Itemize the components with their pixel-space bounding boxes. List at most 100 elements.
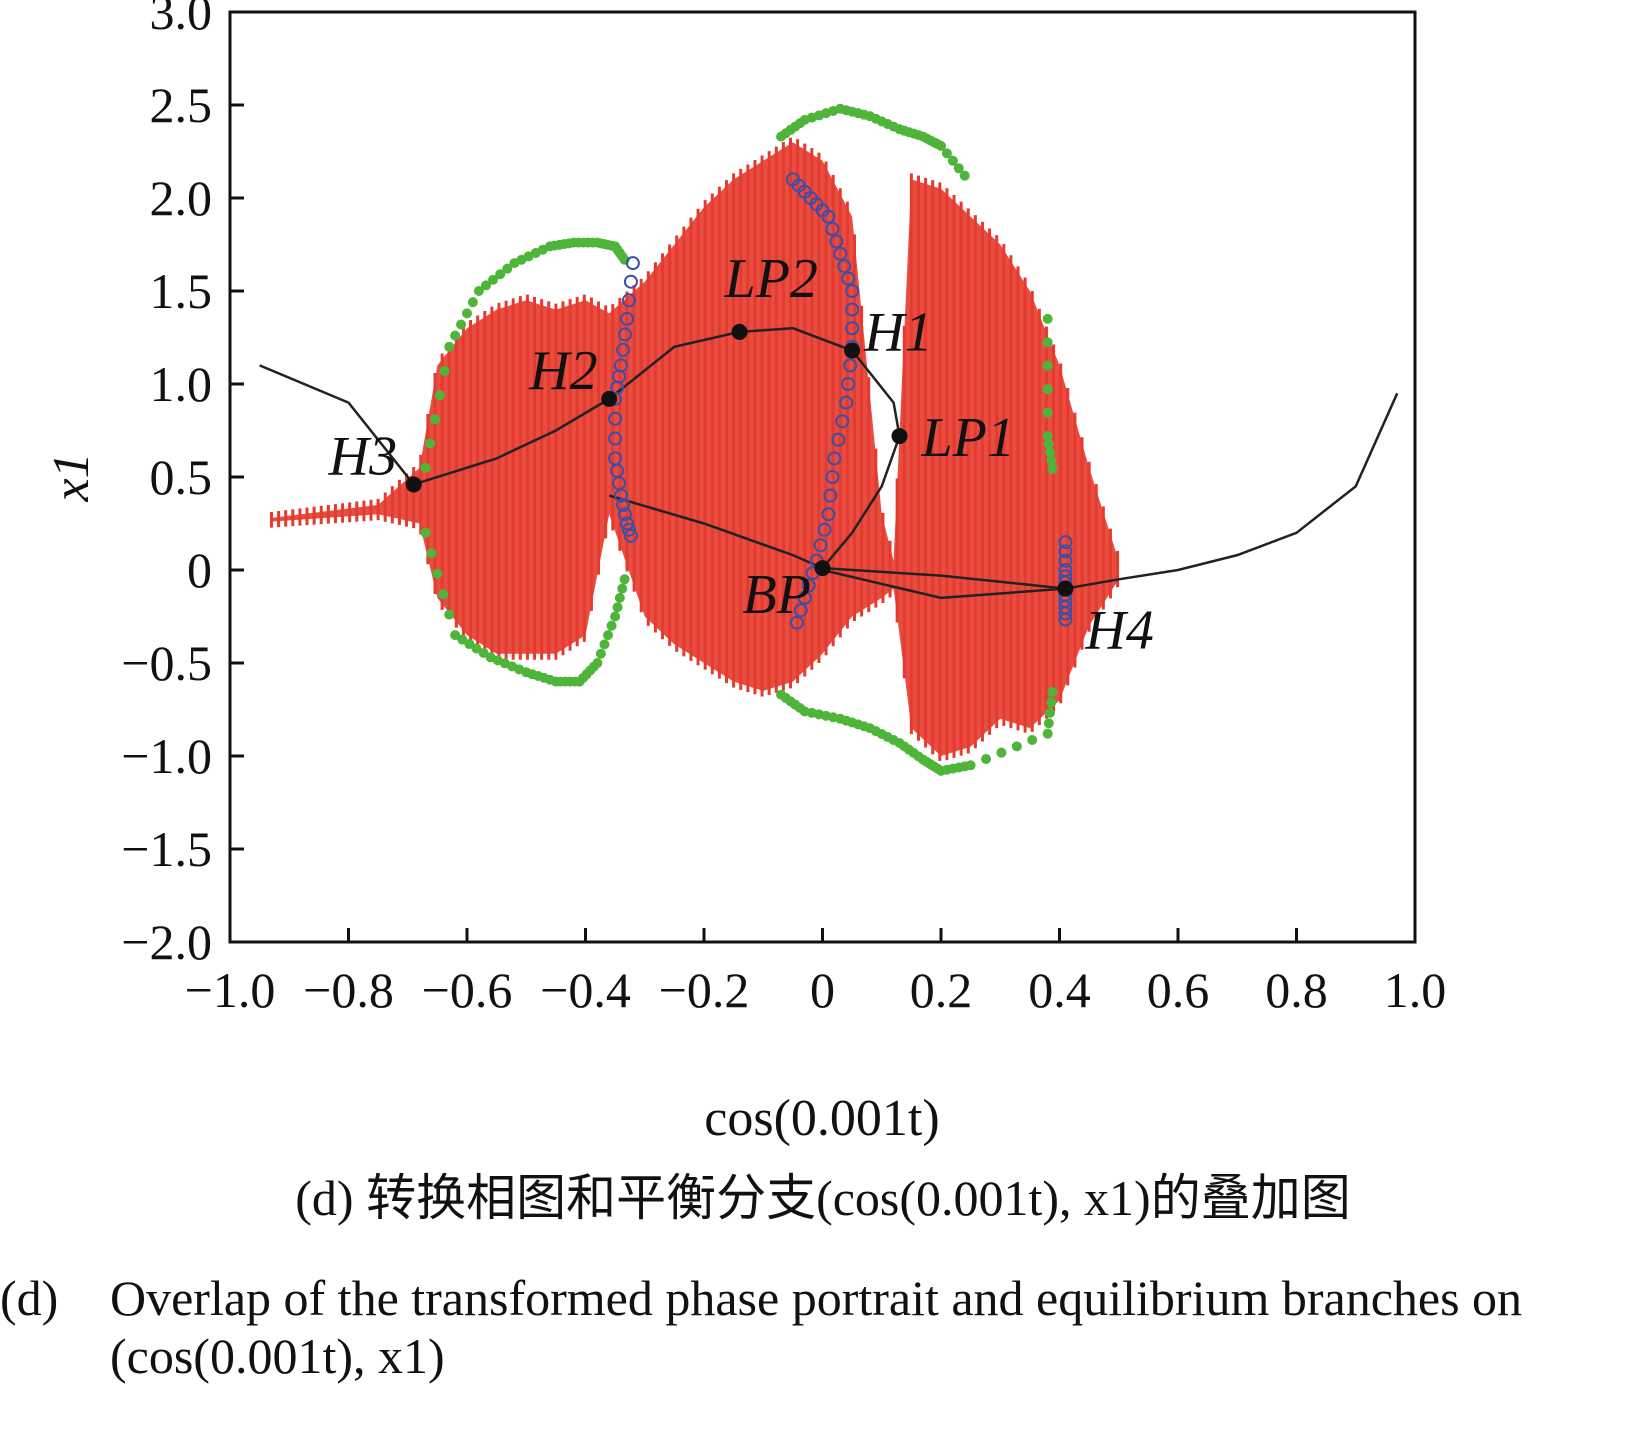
x-tick-label: −1.0 (185, 962, 276, 1018)
stable-cycle-point (488, 274, 499, 285)
equilibrium-branch (822, 568, 1066, 600)
x-axis-title: cos(0.001t) (704, 1090, 939, 1147)
equilibrium-branch (608, 326, 901, 569)
y-tick-label: 2.0 (150, 170, 213, 226)
stable-cycle-point (1042, 313, 1053, 324)
unstable-cycle-point (614, 488, 629, 503)
unstable-cycle-point (829, 234, 844, 249)
unstable-cycle-point (619, 311, 634, 326)
x-tick-label: 1.0 (1384, 962, 1447, 1018)
unstable-cycle-point (625, 256, 640, 271)
stable-cycle-point (478, 647, 489, 658)
y-tick-label: −2.0 (121, 914, 212, 970)
stable-cycle-point (595, 648, 606, 659)
plot-area (259, 103, 1399, 776)
stable-cycle-point (606, 620, 617, 631)
unstable-cycle-point (618, 507, 632, 522)
stable-cycle-point (612, 602, 623, 613)
stable-cycle-point (599, 639, 610, 650)
stable-cycle-point (936, 140, 946, 151)
stable-cycle-point (1042, 360, 1053, 371)
y-tick-label: 1.5 (150, 263, 213, 319)
x-tick-label: −0.4 (540, 962, 631, 1018)
y-tick-label: −0.5 (121, 635, 212, 691)
stable-cycle-point (456, 319, 467, 330)
unstable-cycle-point (837, 259, 852, 274)
stable-cycle-point (467, 297, 478, 308)
y-tick-label: −1.5 (121, 821, 212, 877)
stable-cycle-point (426, 548, 437, 559)
unstable-cycle-point (618, 327, 632, 342)
y-axis: 3.0 2.5 2.0 1.5 1.0 0.5 0 −0.5 −1.0 −1.5 −2.0 (121, 0, 244, 970)
phase-portrait-oscillation (269, 137, 1120, 761)
y-tick-label: −1.0 (121, 728, 212, 784)
stable-cycle-point (981, 753, 992, 764)
stable-cycle-point (1042, 337, 1053, 348)
stable-cycle-point (1042, 431, 1053, 442)
x-axis: −1.0 −0.8 −0.6 −0.4 −0.2 0 0.2 0.4 0.6 0.8 1.0 (185, 928, 1447, 1018)
equilibrium-branch (496, 397, 610, 460)
y-tick-label: 0 (187, 542, 212, 598)
caption-chinese: (d) 转换相图和平衡分支(cos(0.001t), x1)的叠加图 (295, 1170, 1351, 1226)
bifurcation-point-h1 (844, 342, 861, 359)
y-axis-title: x1 (43, 452, 100, 502)
unstable-cycle-point (619, 516, 634, 531)
bifurcation-label-lp1: LP1 (921, 407, 1015, 469)
stable-cycle-point (1042, 407, 1053, 418)
stable-cycle-point (473, 286, 484, 296)
stable-cycle-point (1043, 718, 1054, 729)
equilibrium-branch (259, 364, 497, 486)
stable-cycle-point (1045, 707, 1056, 718)
x-tick-label: 0.4 (1028, 962, 1091, 1018)
x-tick-label: 0.8 (1265, 962, 1328, 1018)
unstable-cycle-point (841, 377, 856, 391)
bifurcation-point-lp2 (731, 323, 748, 340)
unstable-cycle-point (831, 432, 846, 447)
unstable-cycle-point (833, 246, 848, 261)
stable-cycle-point (502, 263, 513, 274)
stable-cycle-point (430, 414, 441, 425)
y-tick-label: 3.0 (150, 0, 213, 40)
x-tick-label: 0 (810, 962, 835, 1018)
unstable-cycle-point (845, 321, 860, 336)
equilibrium-branch (608, 494, 824, 570)
unstable-cycle-point (789, 615, 804, 630)
unstable-cycle-point (1058, 612, 1073, 627)
stable-cycle-point (420, 527, 431, 538)
bifurcation-point-h2 (601, 390, 618, 407)
bifurcation-point-h4 (1057, 580, 1074, 597)
unstable-cycle-point (616, 497, 631, 512)
stable-cycle-point (1043, 439, 1054, 450)
unstable-cycle-point (817, 522, 832, 537)
stable-limit-cycle (1042, 313, 1058, 474)
stable-limit-cycle (420, 527, 630, 687)
stable-cycle-point (617, 583, 628, 594)
unstable-cycle-point (813, 538, 828, 553)
bifurcation-label-lp2: LP2 (724, 248, 818, 310)
unstable-cycle-point (1058, 544, 1073, 559)
stable-cycle-point (457, 634, 468, 645)
x-tick-label: −0.2 (659, 962, 750, 1018)
stable-cycle-point (965, 760, 976, 771)
stable-cycle-point (953, 163, 964, 174)
stable-cycle-point (439, 365, 450, 376)
unstable-cycle-point (823, 488, 838, 503)
stable-cycle-point (1047, 687, 1058, 698)
unstable-cycle-point (841, 271, 856, 286)
unstable-cycle-point (616, 342, 631, 357)
stable-cycle-point (480, 280, 491, 291)
stable-cycle-point (462, 308, 472, 319)
stable-cycle-point (1045, 447, 1056, 458)
bifurcation-label-h4: H4 (1084, 600, 1153, 662)
stable-cycle-point (444, 609, 455, 620)
caption-english: (d) Overlap of the transformed phase port… (0, 1270, 1646, 1385)
unstable-cycle-point (623, 528, 638, 543)
stable-cycle-point (947, 155, 958, 166)
stable-cycle-point (1047, 463, 1058, 474)
unstable-cycle-point (793, 603, 808, 618)
stable-cycle-point (420, 462, 431, 473)
caption-english-label: (d) (0, 1270, 59, 1326)
unstable-cycle-point (608, 431, 623, 446)
bifurcation-label-h2: H2 (528, 340, 597, 402)
